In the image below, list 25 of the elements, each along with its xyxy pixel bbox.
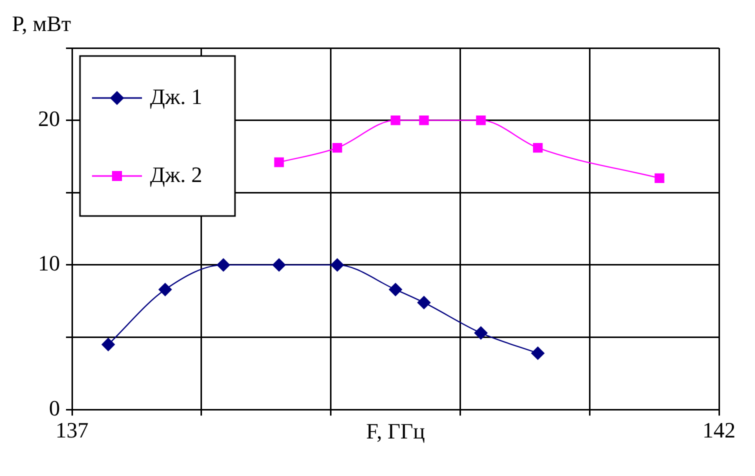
point [390,115,400,126]
point [330,258,344,272]
legend-label: Дж. 1 [150,84,202,109]
point [474,326,488,340]
point [476,115,486,126]
legend-label: Дж. 2 [150,162,202,187]
x-axis-title: F, ГГц [366,418,426,444]
y-tick-label: 0 [49,395,60,420]
point [274,157,284,168]
y-tick-label: 10 [38,250,60,276]
point [272,258,286,272]
point [419,115,429,126]
point [388,282,402,296]
point [533,142,543,153]
point [654,173,664,184]
point [102,338,115,352]
y-tick-label: 20 [38,106,60,132]
x-tick-label: 137 [56,418,88,443]
point [158,282,172,296]
x-tick-label: 142 [702,418,736,443]
point [332,142,342,153]
point [531,346,544,360]
point [216,258,230,272]
point [417,296,431,310]
y-axis-title: P, мВт [12,10,72,36]
